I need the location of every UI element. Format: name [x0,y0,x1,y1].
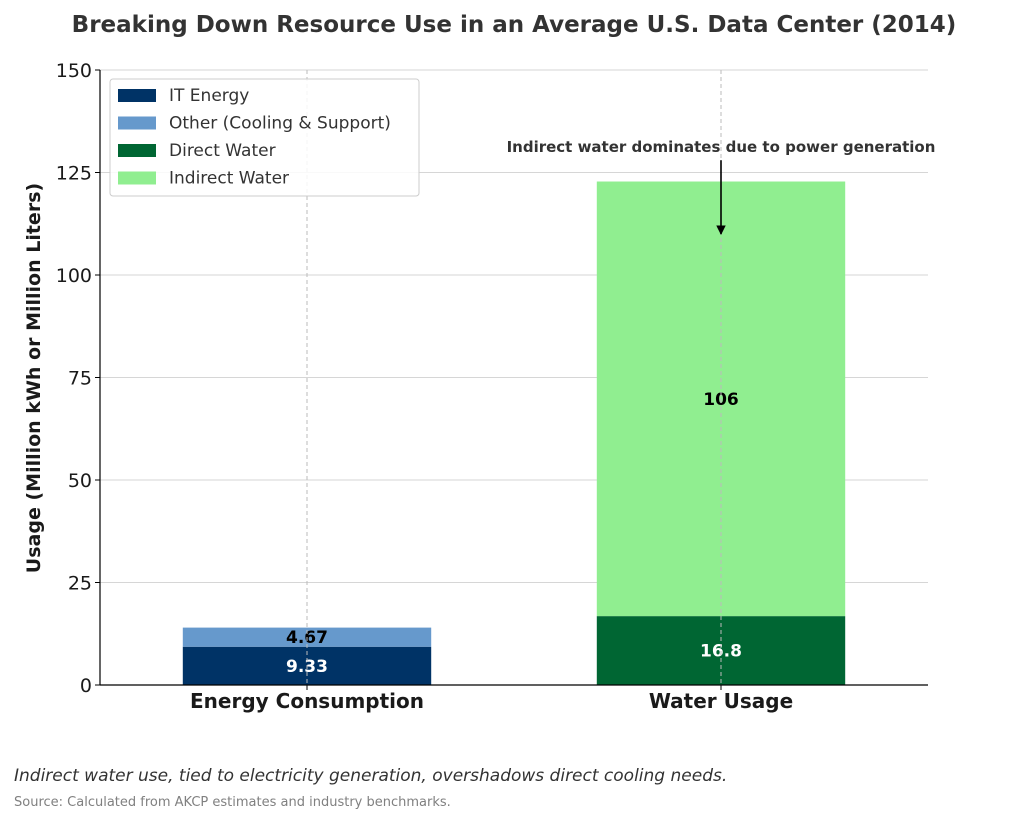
legend-swatch [118,171,156,185]
y-axis-label: Usage (Million kWh or Million Liters) [23,183,45,573]
y-tick-label: 125 [56,163,92,185]
y-tick-label: 50 [68,470,92,492]
x-tick-label: Water Usage [649,689,793,713]
axes: 0 25 50 75 100 125 150 Energy Consumption Water … [56,60,928,713]
y-tick-label: 150 [56,60,92,82]
y-tick-label: 100 [56,265,92,287]
y-tick-label: 75 [68,368,92,390]
y-tick-label: 25 [68,573,92,595]
source-note: Source: Calculated from AKCP estimates a… [14,795,451,810]
legend-swatch [118,116,156,130]
legend-swatch [118,89,156,102]
legend: IT Energy Other (Cooling & Support) Direct… [109,78,420,197]
legend-box [109,78,420,197]
annotation-text: Indirect water dominates due to power ge… [507,138,936,156]
legend-label: Indirect Water [169,169,289,189]
legend-swatch [118,144,156,157]
legend-label: IT Energy [169,86,249,106]
legend-label: Direct Water [169,141,276,161]
y-tick-label: 0 [80,675,92,697]
x-tick-label: Energy Consumption [190,689,424,713]
chart-caption: Indirect water use, tied to electricity … [14,766,728,786]
chart-title: Breaking Down Resource Use in an Average… [72,12,957,38]
annotation: Indirect water dominates due to power ge… [507,138,936,235]
bars [182,181,846,685]
legend-label: Other (Cooling & Support) [169,114,391,134]
